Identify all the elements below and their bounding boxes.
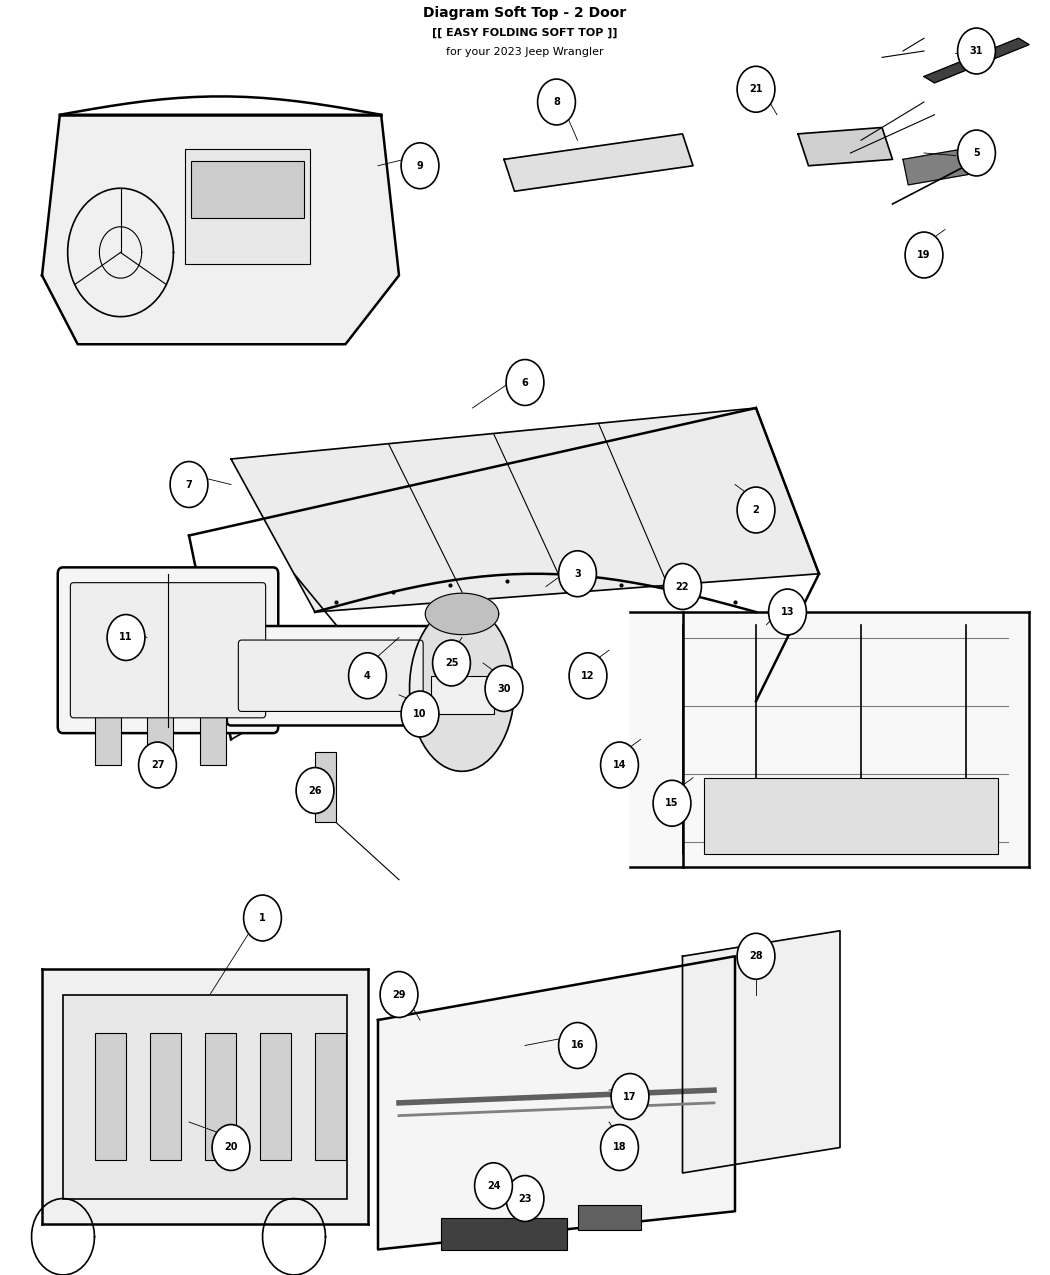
Text: 2: 2: [753, 505, 759, 515]
FancyBboxPatch shape: [58, 567, 278, 733]
Polygon shape: [924, 38, 1029, 83]
Polygon shape: [798, 128, 892, 166]
Polygon shape: [903, 147, 982, 185]
Circle shape: [737, 487, 775, 533]
Circle shape: [559, 551, 596, 597]
Text: 7: 7: [186, 479, 192, 490]
Circle shape: [601, 742, 638, 788]
Circle shape: [769, 589, 806, 635]
Circle shape: [475, 1163, 512, 1209]
Polygon shape: [504, 134, 693, 191]
Circle shape: [506, 360, 544, 405]
Polygon shape: [630, 612, 1029, 867]
Circle shape: [170, 462, 208, 507]
Circle shape: [296, 768, 334, 813]
Text: 29: 29: [393, 989, 405, 1000]
Circle shape: [737, 933, 775, 979]
Bar: [260, 1033, 291, 1160]
Circle shape: [485, 666, 523, 711]
Text: 27: 27: [151, 760, 164, 770]
Circle shape: [569, 653, 607, 699]
FancyBboxPatch shape: [227, 626, 435, 725]
Circle shape: [737, 66, 775, 112]
Text: 16: 16: [571, 1040, 584, 1051]
Text: 28: 28: [750, 951, 762, 961]
Circle shape: [559, 1023, 596, 1068]
Text: 25: 25: [445, 658, 458, 668]
Bar: [205, 1033, 236, 1160]
Circle shape: [506, 1176, 544, 1221]
Bar: [191, 161, 303, 218]
Text: 11: 11: [120, 632, 132, 643]
Bar: [315, 752, 336, 822]
Circle shape: [664, 564, 701, 609]
Circle shape: [611, 1074, 649, 1119]
Bar: [149, 1033, 181, 1160]
Text: for your 2023 Jeep Wrangler: for your 2023 Jeep Wrangler: [446, 47, 604, 57]
FancyBboxPatch shape: [70, 583, 266, 718]
Bar: [578, 1205, 640, 1230]
Text: 24: 24: [487, 1181, 500, 1191]
Circle shape: [601, 1125, 638, 1170]
Text: 15: 15: [666, 798, 678, 808]
Text: 6: 6: [522, 377, 528, 388]
Bar: [147, 714, 173, 765]
Bar: [63, 994, 346, 1198]
Polygon shape: [231, 408, 819, 612]
Text: 20: 20: [225, 1142, 237, 1153]
Circle shape: [958, 28, 995, 74]
Text: 8: 8: [553, 97, 560, 107]
Text: 5: 5: [973, 148, 980, 158]
Bar: [185, 149, 310, 264]
Text: 17: 17: [624, 1091, 636, 1102]
Text: 18: 18: [613, 1142, 626, 1153]
Text: 14: 14: [613, 760, 626, 770]
Text: 19: 19: [918, 250, 930, 260]
Bar: [200, 714, 226, 765]
Circle shape: [538, 79, 575, 125]
Text: 21: 21: [750, 84, 762, 94]
Circle shape: [380, 972, 418, 1017]
Bar: [430, 676, 494, 714]
Text: Diagram Soft Top - 2 Door: Diagram Soft Top - 2 Door: [423, 6, 627, 20]
Circle shape: [653, 780, 691, 826]
Polygon shape: [410, 606, 514, 771]
Bar: [94, 1033, 126, 1160]
Text: 12: 12: [582, 671, 594, 681]
Circle shape: [139, 742, 176, 788]
Polygon shape: [42, 115, 399, 344]
Text: 26: 26: [309, 785, 321, 796]
Bar: [315, 1033, 346, 1160]
FancyBboxPatch shape: [238, 640, 423, 711]
Text: 30: 30: [498, 683, 510, 694]
Circle shape: [401, 691, 439, 737]
Circle shape: [349, 653, 386, 699]
Circle shape: [244, 895, 281, 941]
Polygon shape: [425, 593, 499, 635]
Text: [[ EASY FOLDING SOFT TOP ]]: [[ EASY FOLDING SOFT TOP ]]: [433, 28, 617, 38]
Circle shape: [107, 615, 145, 660]
Text: 1: 1: [259, 913, 266, 923]
Circle shape: [401, 143, 439, 189]
Bar: [94, 714, 121, 765]
Text: 23: 23: [519, 1193, 531, 1204]
Polygon shape: [42, 969, 368, 1224]
Text: 9: 9: [417, 161, 423, 171]
Text: 13: 13: [781, 607, 794, 617]
Bar: [441, 1218, 567, 1250]
Circle shape: [433, 640, 470, 686]
Circle shape: [212, 1125, 250, 1170]
Text: 10: 10: [414, 709, 426, 719]
Bar: [704, 778, 997, 854]
Polygon shape: [682, 931, 840, 1173]
Text: 3: 3: [574, 569, 581, 579]
Polygon shape: [378, 956, 735, 1250]
Circle shape: [958, 130, 995, 176]
Text: 4: 4: [364, 671, 371, 681]
Circle shape: [905, 232, 943, 278]
Text: 31: 31: [970, 46, 983, 56]
Text: 22: 22: [676, 581, 689, 592]
